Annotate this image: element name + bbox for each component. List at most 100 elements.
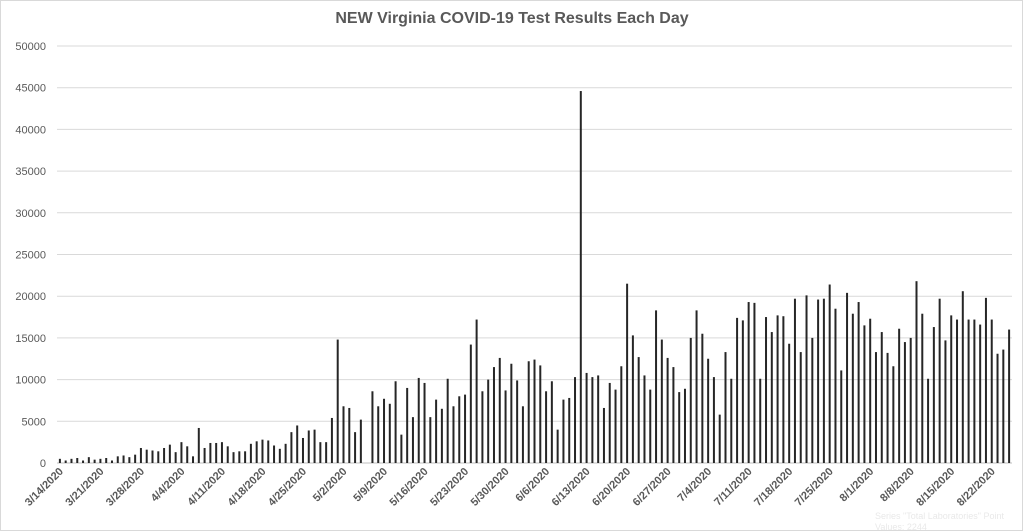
bar	[343, 406, 345, 463]
bar	[736, 318, 738, 463]
bar	[1002, 350, 1004, 463]
bar	[875, 352, 877, 463]
bar	[192, 456, 194, 463]
bar	[111, 461, 113, 464]
bar	[759, 379, 761, 463]
bar	[377, 406, 379, 463]
bar	[701, 334, 703, 463]
y-tick-label: 15000	[15, 333, 46, 345]
x-tick-label: 4/25/2020	[266, 466, 309, 509]
bar	[939, 299, 941, 463]
bar	[562, 400, 564, 463]
y-tick-label: 40000	[15, 124, 46, 136]
y-axis-ticks: 0 5000 10000 15000 20000 25000 30000 35000 40000…	[15, 41, 46, 470]
bar	[82, 461, 84, 464]
bar	[267, 440, 269, 463]
bar	[545, 391, 547, 463]
x-tick-label: 5/23/2020	[428, 466, 471, 509]
bar	[806, 295, 808, 463]
bar	[458, 396, 460, 463]
bar	[927, 379, 929, 463]
bar	[597, 375, 599, 463]
bar	[510, 364, 512, 463]
bar	[256, 441, 258, 463]
bar	[308, 430, 310, 463]
bar	[505, 390, 507, 463]
bar	[493, 367, 495, 463]
x-tick-label: 7/11/2020	[712, 466, 755, 509]
bar	[516, 380, 518, 463]
bar	[811, 338, 813, 463]
bar	[904, 342, 906, 463]
x-tick-label: 6/6/2020	[513, 466, 552, 505]
bar	[603, 408, 605, 463]
bar	[296, 425, 298, 463]
bar	[70, 459, 72, 463]
bar	[846, 293, 848, 463]
y-tick-label: 5000	[22, 416, 46, 428]
bar	[534, 360, 536, 463]
bar	[175, 452, 177, 463]
bar	[661, 340, 663, 463]
bar	[713, 377, 715, 463]
bar	[869, 319, 871, 463]
bar	[829, 285, 831, 463]
bar	[620, 366, 622, 463]
bar	[910, 338, 912, 463]
bar	[643, 375, 645, 463]
bar	[528, 361, 530, 463]
bar	[441, 409, 443, 463]
bar	[128, 457, 130, 463]
bar	[250, 444, 252, 463]
watermark-line-1: Series "Total Laboratories" Point	[875, 511, 1004, 521]
bar	[655, 310, 657, 463]
bar	[892, 366, 894, 463]
bar	[522, 406, 524, 463]
y-tick-label: 50000	[15, 41, 46, 53]
bar	[973, 320, 975, 463]
x-tick-label: 6/13/2020	[550, 466, 593, 509]
x-tick-label: 8/22/2020	[955, 466, 998, 509]
x-tick-label: 7/18/2020	[752, 466, 795, 509]
bar	[991, 320, 993, 463]
bar	[725, 352, 727, 463]
bar	[204, 448, 206, 463]
bar	[163, 448, 165, 463]
bar	[94, 460, 96, 463]
bar	[319, 442, 321, 463]
bar	[933, 327, 935, 463]
bar	[499, 358, 501, 463]
bar	[794, 299, 796, 463]
bar	[979, 325, 981, 463]
bar	[261, 440, 263, 463]
bar	[198, 428, 200, 463]
bar	[337, 340, 339, 463]
x-tick-label: 4/4/2020	[149, 466, 188, 505]
x-tick-label: 5/9/2020	[351, 466, 390, 505]
bar	[777, 315, 779, 463]
bar	[985, 298, 987, 463]
tooltip-watermark: Series "Total Laboratories" Point Values…	[875, 511, 1004, 532]
bar	[279, 449, 281, 463]
bar	[753, 303, 755, 463]
x-tick-label: 3/28/2020	[104, 466, 147, 509]
bar	[817, 300, 819, 463]
bar	[667, 358, 669, 463]
x-tick-label: 7/25/2020	[793, 466, 836, 509]
bar	[858, 302, 860, 463]
x-tick-label: 7/4/2020	[675, 466, 714, 505]
bar	[227, 446, 229, 463]
bar	[574, 377, 576, 463]
bar	[962, 291, 964, 463]
bar	[551, 381, 553, 463]
bar	[539, 365, 541, 463]
bar	[400, 435, 402, 463]
bar	[65, 461, 67, 464]
bar	[765, 317, 767, 463]
bar	[146, 450, 148, 463]
bar	[481, 391, 483, 463]
bar	[887, 353, 889, 463]
y-tick-label: 20000	[15, 291, 46, 303]
bar	[418, 378, 420, 463]
